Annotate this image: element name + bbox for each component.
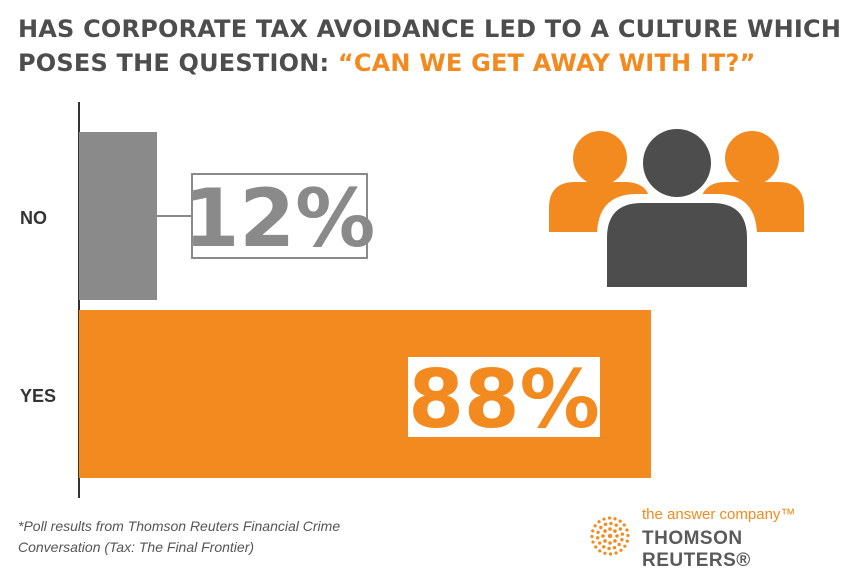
logo-dot bbox=[612, 545, 617, 550]
bars-group: NO 12% YES 88% bbox=[20, 132, 651, 478]
thomson-reuters-logo-icon bbox=[590, 516, 630, 556]
logo-dot bbox=[608, 527, 612, 531]
chart-title: HAS CORPORATE TAX AVOIDANCE LED TO A CUL… bbox=[18, 12, 848, 80]
logo-dot bbox=[607, 533, 613, 539]
logo-dot bbox=[603, 522, 608, 527]
logo-dot bbox=[615, 534, 619, 538]
logo-dot bbox=[617, 542, 621, 547]
logo-dot bbox=[607, 546, 611, 551]
logo-dot bbox=[613, 529, 617, 533]
logo-dot bbox=[613, 517, 617, 521]
title-highlight: “CAN WE GET AWAY WITH IT?” bbox=[337, 49, 756, 77]
logo-dot bbox=[622, 523, 626, 527]
logo-dot bbox=[614, 523, 618, 527]
logo-dot bbox=[597, 520, 601, 524]
logo-dot bbox=[607, 516, 612, 520]
logo-dot bbox=[619, 548, 623, 552]
value-label-no: 12% bbox=[184, 172, 375, 265]
bar-no bbox=[79, 132, 157, 300]
person-right-head-icon bbox=[725, 131, 779, 185]
logo-dot bbox=[602, 545, 606, 549]
category-label-yes: YES bbox=[20, 386, 56, 406]
logo-dot bbox=[591, 540, 595, 544]
logo-dot bbox=[608, 541, 612, 545]
footnote-line-1: *Poll results from Thomson Reuters Finan… bbox=[18, 518, 341, 534]
logo-dot bbox=[594, 545, 598, 549]
logo-dot bbox=[609, 521, 613, 526]
person-center-body-icon bbox=[607, 203, 747, 287]
logo-dot bbox=[608, 552, 613, 556]
people-group-icon bbox=[549, 124, 804, 287]
logo-dot bbox=[625, 528, 629, 532]
logo-dot bbox=[618, 527, 623, 531]
logo-dot bbox=[601, 534, 605, 538]
logo-dot bbox=[620, 537, 624, 542]
logo-dot bbox=[591, 529, 595, 533]
logo-dot bbox=[613, 539, 617, 543]
logo-dot bbox=[623, 544, 627, 548]
logo-dot bbox=[614, 551, 618, 555]
bar-chart: NO 12% YES 88% bbox=[20, 102, 804, 498]
logo-dot bbox=[593, 524, 597, 528]
value-label-yes: 88% bbox=[408, 353, 599, 446]
person-left-head-icon bbox=[573, 131, 627, 185]
value-box-no bbox=[191, 173, 368, 259]
logo-dot bbox=[626, 533, 630, 538]
logo-dot bbox=[595, 536, 600, 540]
brand-block: the answer company™ THOMSON REUTERS® bbox=[588, 506, 848, 571]
logo-dot bbox=[597, 541, 602, 545]
logo-dot bbox=[618, 519, 622, 523]
footnote: *Poll results from Thomson Reuters Finan… bbox=[18, 516, 438, 558]
logo-dot bbox=[620, 532, 625, 536]
logo-dot bbox=[603, 529, 607, 533]
category-label-no: NO bbox=[20, 208, 47, 228]
footnote-line-2: Conversation (Tax: The Final Frontier) bbox=[18, 539, 255, 555]
brand-tagline: the answer company™ bbox=[642, 506, 796, 523]
logo-dot bbox=[602, 517, 606, 521]
logo-dot bbox=[625, 539, 629, 543]
brand-name: THOMSON REUTERS® bbox=[642, 528, 751, 571]
value-box-yes bbox=[408, 357, 600, 437]
title-line-2: POSES THE QUESTION: “CAN WE GET AWAY WIT… bbox=[18, 46, 848, 80]
title-prefix: POSES THE QUESTION: bbox=[18, 49, 338, 77]
logo-dot bbox=[598, 549, 602, 553]
logo-dot bbox=[599, 525, 603, 530]
logo-dot bbox=[603, 551, 607, 555]
person-center-head-icon bbox=[643, 129, 711, 197]
logo-dot bbox=[603, 539, 607, 543]
logo-dot bbox=[590, 534, 594, 539]
title-line-1: HAS CORPORATE TAX AVOIDANCE LED TO A CUL… bbox=[18, 15, 842, 43]
logo-dot bbox=[596, 530, 600, 535]
